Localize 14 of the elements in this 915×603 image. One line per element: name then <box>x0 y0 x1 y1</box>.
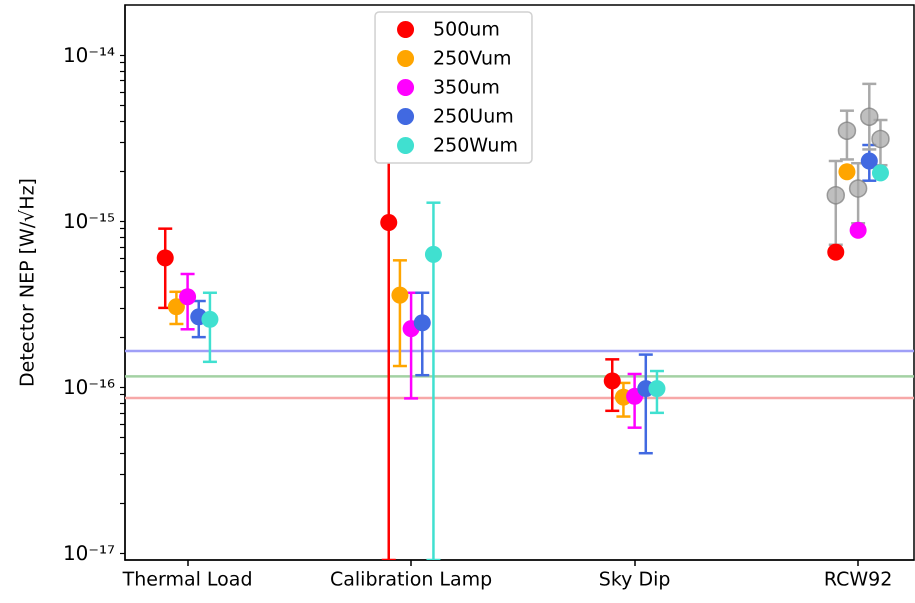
x-tick-label: Calibration Lamp <box>330 568 492 590</box>
x-tick-label: Thermal Load <box>122 568 253 590</box>
x-tick-label: Sky Dip <box>598 568 670 590</box>
y-tick-label: 10⁻¹⁶ <box>62 375 115 400</box>
legend-label: 250Wum <box>433 134 518 156</box>
y-tick-label: 10⁻¹⁷ <box>62 541 115 566</box>
y-tick-label: 10⁻¹⁴ <box>62 42 115 67</box>
legend-label: 500um <box>433 18 500 40</box>
legend-label: 250Uum <box>433 106 514 128</box>
legend-label: 250Vum <box>433 48 512 70</box>
y-tick-label: 10⁻¹⁵ <box>62 209 115 234</box>
y-axis-title: Detector NEP [W/√Hz] <box>16 178 38 387</box>
x-tick-label: RCW92 <box>824 568 892 590</box>
legend-label: 350um <box>433 76 500 98</box>
